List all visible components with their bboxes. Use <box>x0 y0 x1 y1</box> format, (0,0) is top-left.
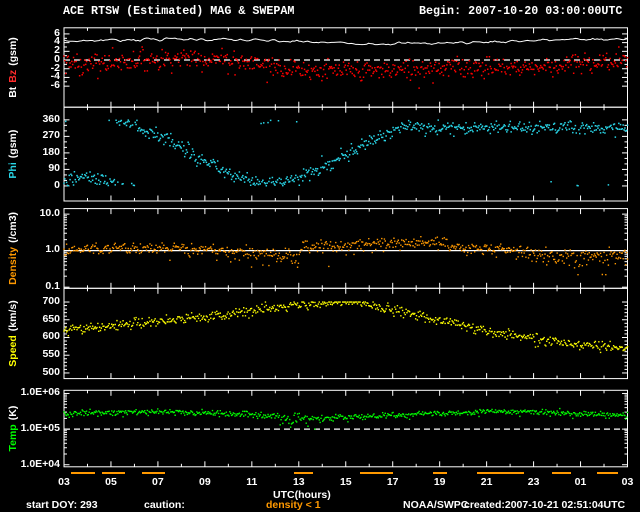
svg-text:Bz: Bz <box>7 70 19 83</box>
svg-text:Bt: Bt <box>7 86 19 98</box>
svg-text:(gsm): (gsm) <box>7 130 19 159</box>
svg-text:Temp: Temp <box>7 424 19 451</box>
svg-text:Phi: Phi <box>7 162 19 178</box>
svg-text:(km/s): (km/s) <box>7 300 19 331</box>
svg-text:Density: Density <box>7 247 19 285</box>
svg-text:(gsm): (gsm) <box>7 37 19 66</box>
svg-text:(/cm3): (/cm3) <box>7 212 19 243</box>
svg-text:(K): (K) <box>7 406 19 421</box>
svg-text:Speed: Speed <box>7 335 19 367</box>
